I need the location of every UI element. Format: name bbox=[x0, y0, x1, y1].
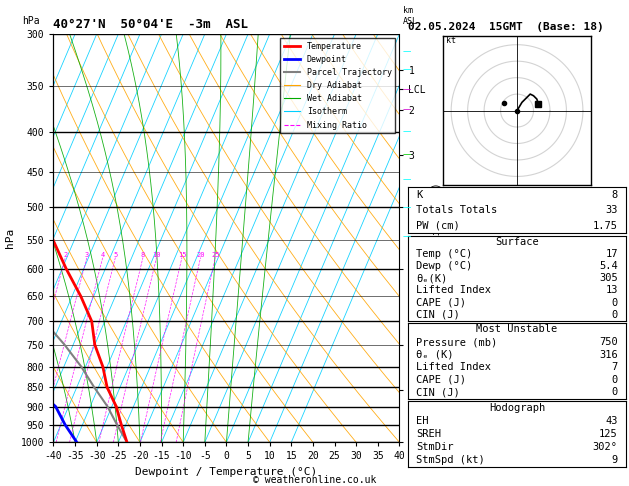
Text: 43: 43 bbox=[605, 416, 618, 426]
Text: —: — bbox=[403, 175, 411, 185]
Text: 0: 0 bbox=[611, 375, 618, 385]
Text: 750: 750 bbox=[599, 337, 618, 347]
Text: SREH: SREH bbox=[416, 429, 442, 439]
Text: 0: 0 bbox=[611, 310, 618, 320]
Text: 15: 15 bbox=[177, 252, 186, 258]
Text: —: — bbox=[403, 203, 411, 212]
Text: Temp (°C): Temp (°C) bbox=[416, 249, 472, 259]
Text: 0: 0 bbox=[611, 387, 618, 397]
Text: 13: 13 bbox=[605, 285, 618, 295]
Text: —: — bbox=[403, 105, 411, 114]
Text: CIN (J): CIN (J) bbox=[416, 387, 460, 397]
Text: Pressure (mb): Pressure (mb) bbox=[416, 337, 498, 347]
Text: Most Unstable: Most Unstable bbox=[476, 325, 558, 334]
Text: EH: EH bbox=[416, 416, 429, 426]
Text: 40°27'N  50°04'E  -3m  ASL: 40°27'N 50°04'E -3m ASL bbox=[53, 18, 248, 32]
Text: 302°: 302° bbox=[593, 442, 618, 452]
Text: Lifted Index: Lifted Index bbox=[416, 285, 491, 295]
Text: km
ASL: km ASL bbox=[403, 6, 418, 26]
Text: © weatheronline.co.uk: © weatheronline.co.uk bbox=[253, 475, 376, 485]
Text: 9: 9 bbox=[611, 455, 618, 465]
Text: 8: 8 bbox=[141, 252, 145, 258]
Text: K: K bbox=[416, 190, 423, 200]
Y-axis label: Mixing Ratio (g/kg): Mixing Ratio (g/kg) bbox=[431, 182, 442, 294]
Text: 25: 25 bbox=[211, 252, 220, 258]
Text: hPa: hPa bbox=[23, 16, 40, 26]
Text: —: — bbox=[403, 47, 411, 56]
Text: —: — bbox=[403, 127, 411, 136]
Text: 125: 125 bbox=[599, 429, 618, 439]
Text: 7: 7 bbox=[611, 362, 618, 372]
Text: —: — bbox=[403, 232, 411, 241]
X-axis label: Dewpoint / Temperature (°C): Dewpoint / Temperature (°C) bbox=[135, 467, 318, 477]
Text: 305: 305 bbox=[599, 273, 618, 283]
Text: StmSpd (kt): StmSpd (kt) bbox=[416, 455, 485, 465]
Text: θₑ(K): θₑ(K) bbox=[416, 273, 448, 283]
Text: 0: 0 bbox=[611, 297, 618, 308]
Text: CAPE (J): CAPE (J) bbox=[416, 297, 466, 308]
Text: PW (cm): PW (cm) bbox=[416, 221, 460, 230]
Text: Dewp (°C): Dewp (°C) bbox=[416, 261, 472, 271]
Text: 1.75: 1.75 bbox=[593, 221, 618, 230]
Legend: Temperature, Dewpoint, Parcel Trajectory, Dry Adiabat, Wet Adiabat, Isotherm, Mi: Temperature, Dewpoint, Parcel Trajectory… bbox=[281, 38, 395, 133]
Text: 4: 4 bbox=[101, 252, 105, 258]
Text: 3: 3 bbox=[85, 252, 89, 258]
Text: Hodograph: Hodograph bbox=[489, 402, 545, 413]
Text: 8: 8 bbox=[611, 190, 618, 200]
Text: 5.4: 5.4 bbox=[599, 261, 618, 271]
Text: 2: 2 bbox=[63, 252, 67, 258]
Text: kt: kt bbox=[446, 36, 456, 45]
Text: Surface: Surface bbox=[495, 237, 539, 247]
Text: θₑ (K): θₑ (K) bbox=[416, 349, 454, 360]
Text: Totals Totals: Totals Totals bbox=[416, 205, 498, 215]
Text: 17: 17 bbox=[605, 249, 618, 259]
Text: StmDir: StmDir bbox=[416, 442, 454, 452]
Text: 20: 20 bbox=[196, 252, 205, 258]
Y-axis label: hPa: hPa bbox=[6, 228, 15, 248]
Text: 316: 316 bbox=[599, 349, 618, 360]
Text: CIN (J): CIN (J) bbox=[416, 310, 460, 320]
Text: Lifted Index: Lifted Index bbox=[416, 362, 491, 372]
Text: —: — bbox=[403, 65, 411, 74]
Text: 02.05.2024  15GMT  (Base: 18): 02.05.2024 15GMT (Base: 18) bbox=[408, 21, 603, 32]
Text: —: — bbox=[403, 85, 411, 94]
Text: CAPE (J): CAPE (J) bbox=[416, 375, 466, 385]
Text: —: — bbox=[403, 151, 411, 159]
Text: 10: 10 bbox=[152, 252, 161, 258]
Text: 5: 5 bbox=[113, 252, 118, 258]
Text: 33: 33 bbox=[605, 205, 618, 215]
